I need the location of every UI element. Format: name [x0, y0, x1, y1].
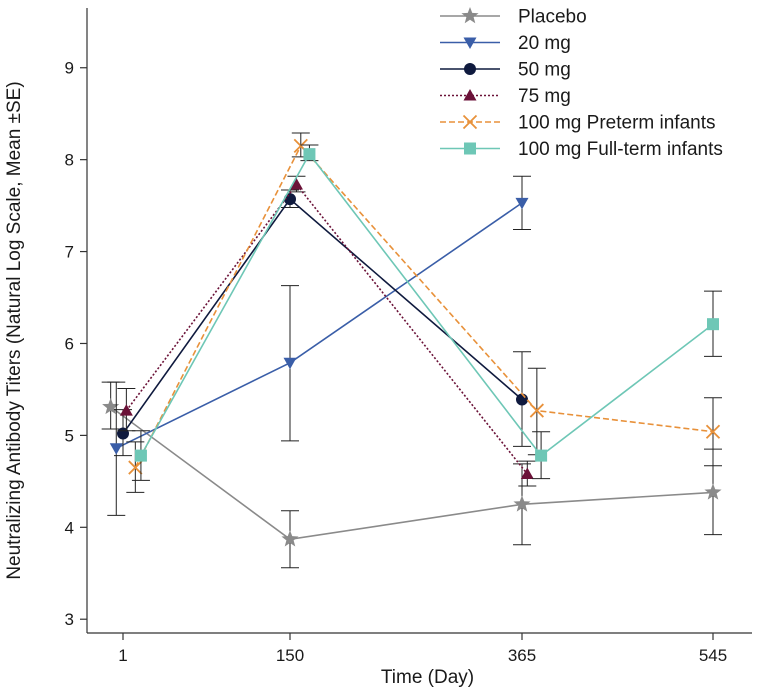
- series-line: [122, 198, 523, 435]
- legend-label: 100 mg Preterm infants: [518, 113, 715, 134]
- data-point: [117, 427, 129, 440]
- legend-marker: [464, 142, 476, 155]
- series-line: [110, 406, 714, 541]
- series-1: [107, 175, 531, 516]
- y-tick-label: 9: [65, 59, 74, 78]
- data-point: [513, 495, 531, 512]
- data-point: [520, 467, 534, 479]
- legend-label: 20 mg: [518, 33, 571, 54]
- data-point: [102, 397, 120, 415]
- x-tick-label: 545: [699, 646, 727, 665]
- x-tick-label: 365: [508, 646, 536, 665]
- legend-label: 50 mg: [518, 60, 571, 81]
- series-line: [140, 152, 714, 457]
- data-point: [134, 449, 147, 462]
- series-2: [114, 189, 531, 457]
- series-4: [126, 132, 722, 493]
- series-line: [115, 202, 523, 450]
- error-bars: [117, 175, 537, 487]
- legend: Placebo 20 mg 50 mg 75 mg 100 mg Preterm inf…: [440, 7, 723, 160]
- legend-item-5: 100 mg Full-term infants: [440, 139, 723, 160]
- series-line: [134, 144, 714, 468]
- legend-marker: [463, 37, 477, 49]
- data-point: [119, 404, 133, 416]
- series-line: [125, 183, 528, 475]
- error-bars: [107, 175, 531, 516]
- series-3: [117, 175, 537, 487]
- data-point: [705, 424, 721, 439]
- legend-label: 75 mg: [518, 86, 571, 107]
- legend-item-3: 75 mg: [440, 86, 571, 107]
- legend-marker: [461, 7, 479, 24]
- y-axis-label: Neutralizing Antibody Titers (Natural Lo…: [4, 81, 25, 579]
- data-point: [529, 403, 544, 418]
- data-point: [109, 443, 123, 455]
- series-layer: [101, 132, 722, 569]
- legend-label: 100 mg Full-term infants: [518, 139, 723, 160]
- data-point: [704, 483, 722, 500]
- axes: 3 4 5 6 7 8 9 1 150 365 545: [65, 8, 752, 665]
- error-bars: [114, 189, 531, 457]
- legend-item-1: 20 mg: [440, 33, 571, 54]
- data-point: [535, 449, 548, 462]
- data-point: [128, 460, 143, 475]
- legend-item-4: 100 mg Preterm infants: [440, 113, 715, 134]
- y-tick-label: 4: [65, 518, 74, 537]
- x-axis-label: Time (Day): [381, 667, 474, 688]
- legend-marker: [462, 114, 478, 130]
- data-point: [515, 197, 529, 210]
- x-tick-label: 150: [276, 646, 304, 665]
- data-point: [289, 177, 303, 190]
- data-point: [516, 393, 528, 406]
- y-tick-label: 5: [65, 426, 74, 445]
- series-5: [131, 144, 722, 481]
- data-point: [707, 318, 719, 331]
- data-point: [303, 148, 316, 161]
- y-tick-label: 6: [65, 334, 74, 353]
- legend-marker: [464, 63, 476, 75]
- y-tick-label: 3: [65, 610, 74, 629]
- legend-item-2: 50 mg: [440, 60, 571, 81]
- data-point: [283, 357, 297, 370]
- y-tick-label: 8: [65, 151, 74, 170]
- legend-item-0: Placebo: [440, 7, 587, 28]
- legend-marker: [463, 89, 477, 101]
- x-tick-label: 1: [118, 646, 127, 665]
- data-point: [284, 193, 296, 206]
- series-0: [101, 381, 722, 569]
- legend-label: Placebo: [518, 7, 587, 28]
- y-tick-label: 7: [65, 243, 74, 262]
- data-point: [281, 530, 299, 547]
